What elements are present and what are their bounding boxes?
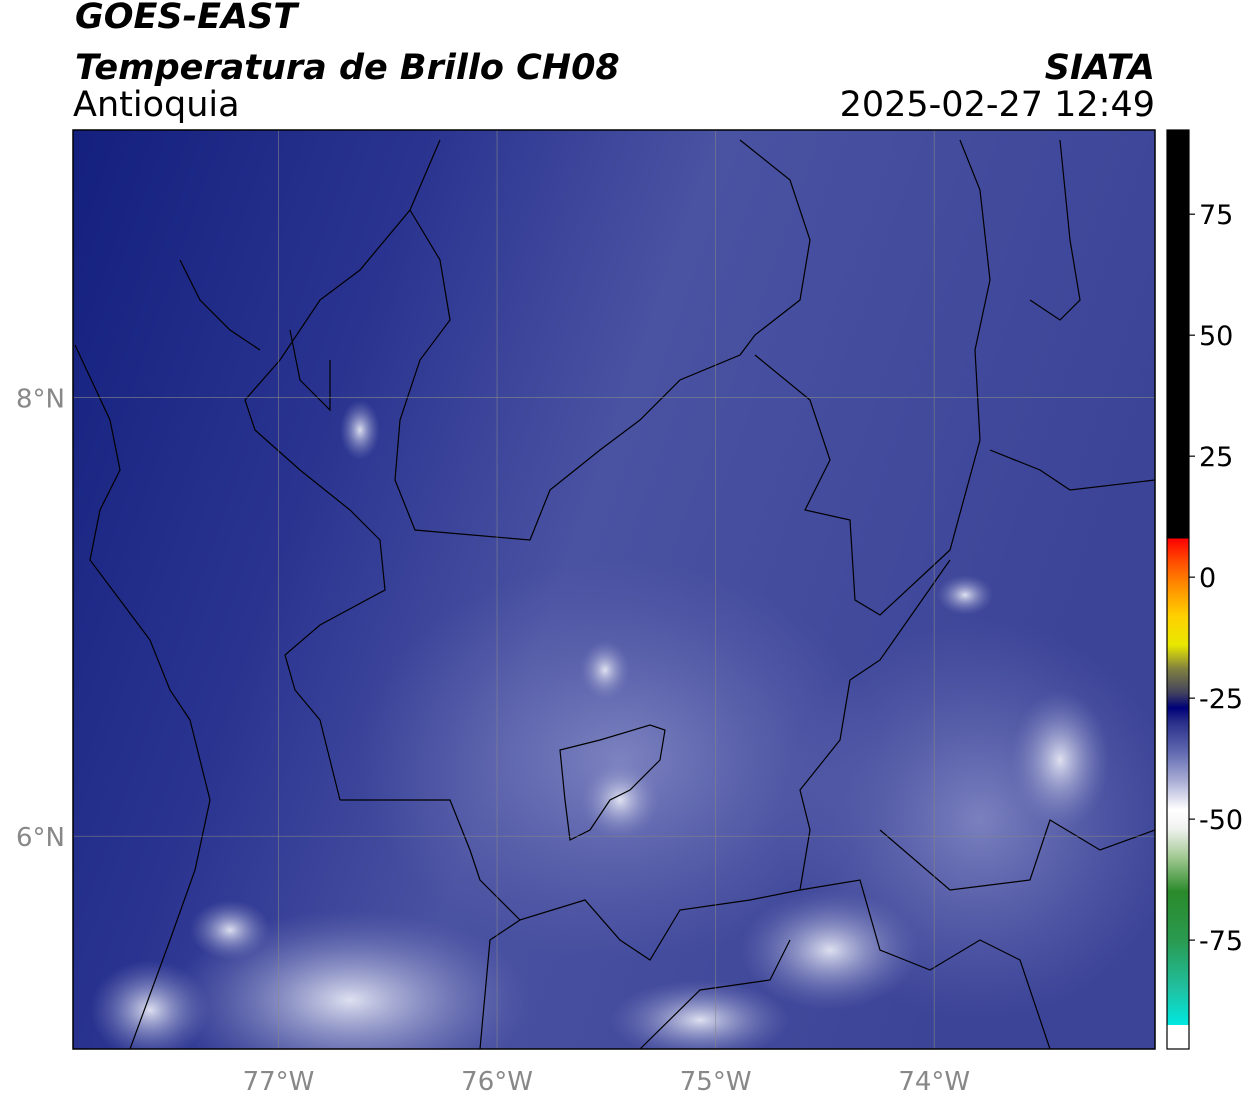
colorbar-tick-label: -75: [1199, 926, 1243, 957]
lat-tick-label: 8°N: [16, 385, 65, 415]
colorbar: [1166, 129, 1190, 1050]
satellite-image: [73, 130, 1155, 1049]
map-frame: [72, 129, 1156, 1050]
lat-tick-label: 6°N: [16, 823, 65, 853]
lon-tick-label: 74°W: [898, 1067, 970, 1097]
region: Antioquia: [73, 85, 240, 125]
colorbar-tick-label: 25: [1199, 442, 1233, 473]
borders: [74, 139, 1155, 1049]
lon-tick-label: 76°W: [461, 1067, 533, 1097]
grid: [73, 130, 1155, 1049]
colorbar-tick-label: 75: [1199, 200, 1233, 231]
lon-tick-label: 75°W: [680, 1067, 752, 1097]
lon-tick-label: 77°W: [243, 1067, 315, 1097]
colorbar-tick-label: -50: [1199, 805, 1243, 836]
product-title: Temperatura de Brillo CH08: [75, 48, 620, 88]
satellite-title: GOES-EAST: [75, 0, 300, 37]
colorbar-tick-label: 0: [1199, 563, 1216, 594]
source: SIATA: [1045, 48, 1155, 88]
datetime: 2025-02-27 12:49: [840, 85, 1155, 125]
colorbar-tick-label: 50: [1199, 321, 1233, 352]
colorbar-tick-label: -25: [1199, 684, 1243, 715]
